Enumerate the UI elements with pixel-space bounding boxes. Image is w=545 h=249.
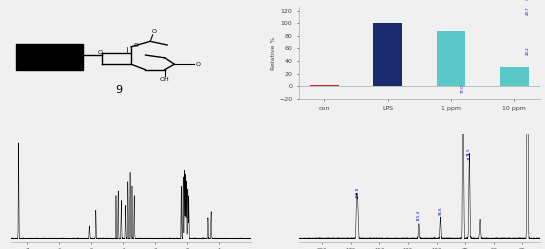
Text: 77.0: 77.0 bbox=[461, 85, 465, 93]
Text: 168.8: 168.8 bbox=[356, 187, 360, 198]
Y-axis label: Relative %: Relative % bbox=[271, 37, 276, 70]
Text: 115.4: 115.4 bbox=[417, 209, 421, 221]
Text: O: O bbox=[152, 29, 156, 34]
Text: 71.5: 71.5 bbox=[467, 147, 471, 156]
Text: 20.2: 20.2 bbox=[526, 46, 530, 55]
Bar bbox=[310, 85, 338, 86]
Bar bbox=[373, 23, 402, 86]
FancyBboxPatch shape bbox=[16, 44, 83, 70]
Bar bbox=[437, 31, 465, 86]
Text: 9: 9 bbox=[116, 85, 123, 95]
Text: 96.6: 96.6 bbox=[439, 206, 443, 215]
Text: 20.7: 20.7 bbox=[525, 6, 529, 15]
Text: O: O bbox=[134, 43, 138, 48]
Text: 71.1: 71.1 bbox=[468, 151, 471, 160]
Text: OH: OH bbox=[160, 77, 169, 82]
Bar bbox=[500, 67, 529, 86]
Text: O: O bbox=[98, 50, 102, 55]
Text: O: O bbox=[196, 62, 201, 67]
